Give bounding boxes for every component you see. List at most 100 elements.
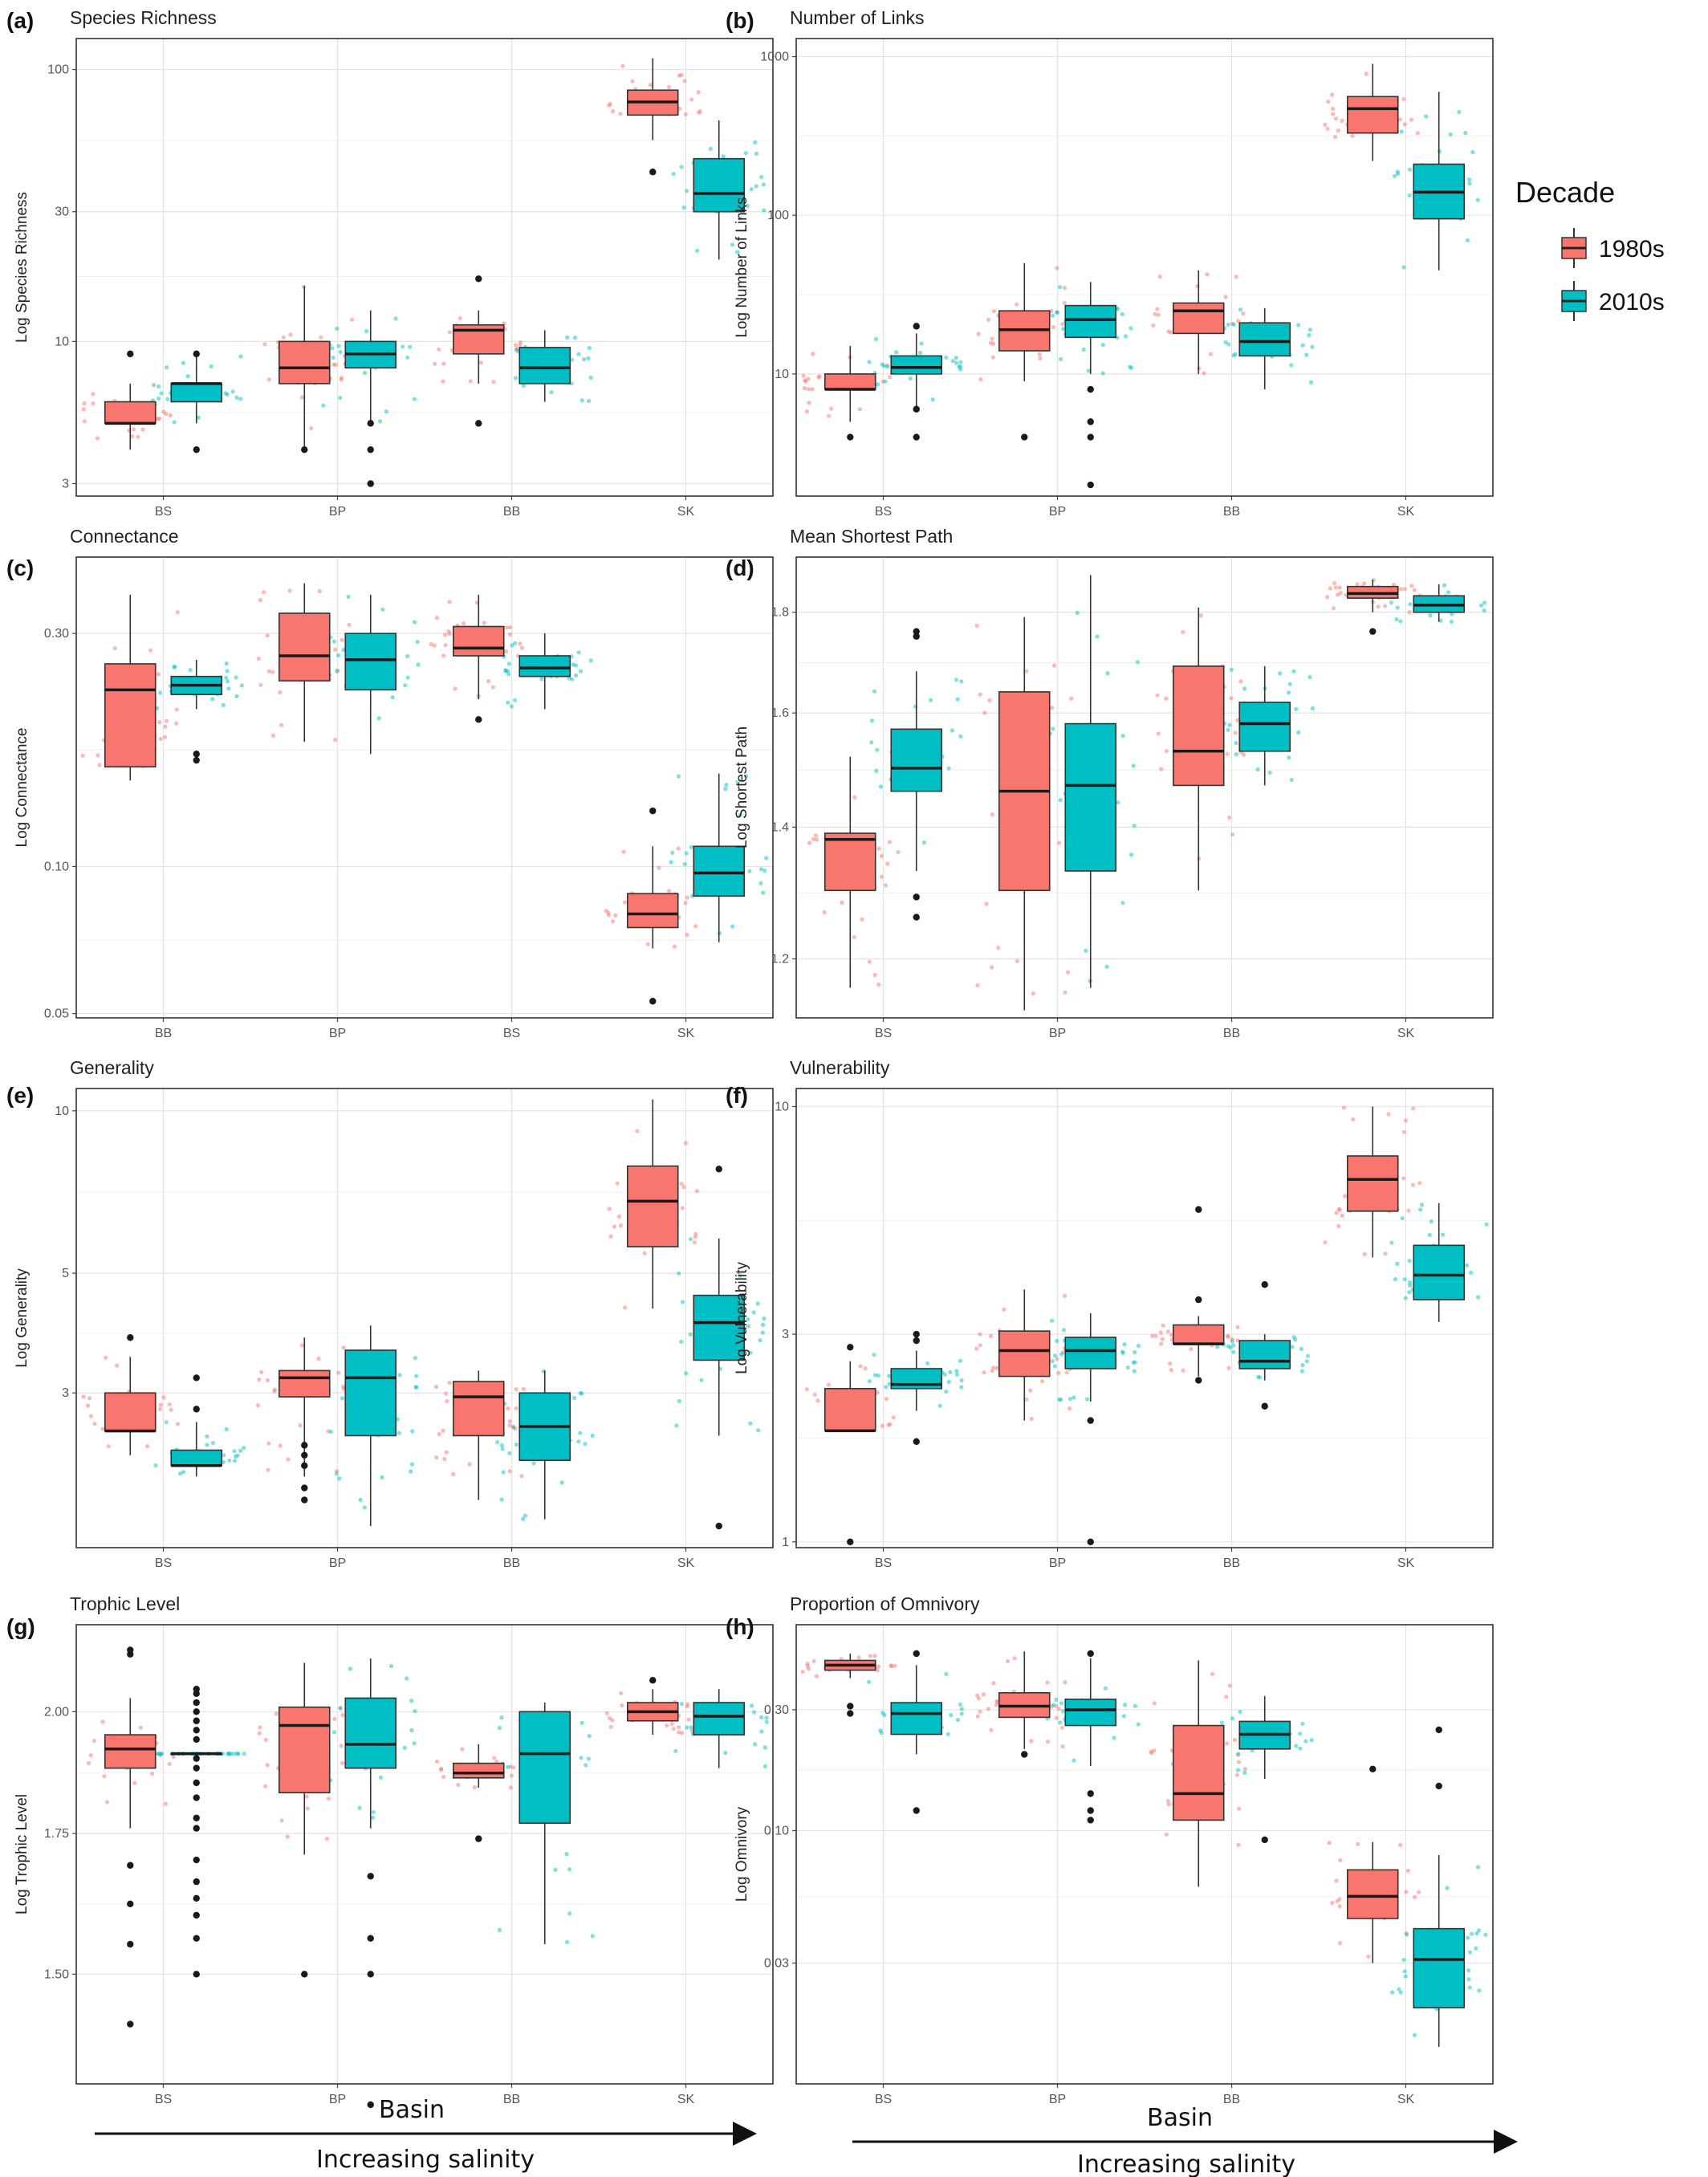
jitter-point	[1002, 1307, 1007, 1312]
jitter-point	[270, 733, 275, 739]
outlier-point	[193, 1406, 200, 1413]
jitter-point	[1402, 587, 1407, 592]
box-1980s-SK	[1347, 580, 1399, 635]
box-body	[1173, 1324, 1225, 1345]
box-1980s-BP	[998, 616, 1051, 1011]
jitter-point	[761, 182, 767, 187]
box-2010s-BS	[890, 1650, 942, 1814]
jitter-point	[1291, 669, 1296, 673]
box-1980s-SK	[1347, 63, 1399, 161]
jitter-point	[1125, 1365, 1130, 1370]
jitter-point	[265, 633, 270, 638]
jitter-point	[611, 109, 616, 114]
jitter-point	[1159, 1341, 1164, 1346]
plot-border	[75, 556, 774, 1019]
jitter-point	[91, 392, 96, 397]
jitter-point	[1333, 116, 1338, 121]
box-1980s-BP	[279, 1662, 331, 1978]
jitter-point	[1132, 824, 1137, 828]
jitter-point	[1155, 693, 1160, 698]
box-1980s-SK	[1347, 1765, 1399, 1963]
jitter-point	[760, 1330, 765, 1335]
jitter-point	[272, 1387, 277, 1392]
legend-title: Decade	[1515, 176, 1615, 209]
jitter-point	[1356, 1841, 1360, 1846]
jitter-point	[1310, 706, 1315, 711]
jitter-point	[570, 677, 575, 682]
jitter-point	[239, 683, 244, 688]
outlier-point	[1261, 1836, 1268, 1844]
jitter-point	[1005, 1658, 1011, 1663]
jitter-point	[1427, 1232, 1432, 1238]
jitter-point	[683, 112, 688, 117]
jitter-point	[1135, 660, 1141, 665]
jitter-point	[1054, 1697, 1059, 1702]
outlier-point	[475, 716, 482, 723]
jitter-point	[984, 901, 989, 906]
jitter-point	[958, 1702, 962, 1707]
jitter-point	[506, 1406, 510, 1411]
jitter-point	[978, 1343, 982, 1348]
box-2010s-BP	[344, 310, 396, 487]
jitter-point	[346, 594, 351, 600]
y-axis-title: Log Connectance	[14, 728, 31, 848]
jitter-point	[955, 697, 960, 702]
outlier-point	[913, 893, 920, 901]
y-tick-label: 30	[55, 205, 69, 219]
jitter-point	[873, 336, 878, 341]
jitter-point	[446, 629, 451, 634]
x-tick-label: SK	[1397, 1556, 1415, 1570]
jitter-point	[946, 1379, 951, 1384]
jitter-point	[1161, 1323, 1165, 1328]
box-body	[344, 1697, 396, 1769]
outlier-point	[1087, 481, 1094, 489]
jitter-point	[1112, 1735, 1116, 1740]
jitter-point	[1061, 1328, 1067, 1333]
jitter-point	[1062, 300, 1067, 306]
jitter-point	[362, 370, 368, 376]
jitter-point	[1415, 131, 1420, 136]
jitter-point	[224, 675, 229, 680]
jitter-point	[1474, 1946, 1478, 1951]
outlier-point	[193, 1894, 200, 1902]
jitter-point	[209, 364, 214, 368]
box-1980s-BS	[824, 346, 876, 441]
jitter-point	[1408, 1283, 1413, 1288]
jitter-point	[405, 355, 410, 360]
jitter-point	[1037, 352, 1042, 356]
jitter-point	[339, 1744, 344, 1748]
jitter-point	[508, 625, 513, 630]
outlier-point	[475, 420, 482, 427]
box-1980s-SK	[627, 1677, 679, 1735]
basin-label-left: Basin	[379, 2096, 445, 2124]
jitter-point	[1405, 1868, 1410, 1873]
jitter-point	[991, 1681, 996, 1686]
jitter-point	[258, 682, 263, 687]
jitter-point	[758, 1715, 764, 1719]
jitter-point	[1392, 582, 1397, 587]
jitter-point	[257, 1377, 262, 1382]
jitter-point	[509, 704, 514, 709]
jitter-point	[445, 1398, 449, 1404]
jitter-point	[175, 610, 180, 615]
jitter-point	[136, 434, 140, 439]
jitter-point	[986, 1707, 990, 1711]
outlier-point	[193, 1911, 200, 1919]
jitter-point	[340, 1712, 345, 1718]
jitter-point	[1028, 1388, 1033, 1393]
y-tick-label: 0.03	[764, 1956, 789, 1970]
panel-title: Species Richness	[70, 7, 217, 28]
panel-g: (g) Trophic Level 1.50 1.75 2.00 BS BP BB SK Log …	[6, 1593, 774, 2109]
jitter-point	[748, 1421, 753, 1426]
jitter-point	[576, 352, 581, 356]
jitter-point	[1181, 629, 1185, 634]
jitter-point	[1238, 679, 1243, 684]
jitter-point	[1164, 749, 1169, 754]
outlier-point	[715, 1166, 722, 1173]
box-1980s-BB	[453, 1370, 505, 1500]
jitter-point	[948, 1369, 953, 1375]
jitter-point	[163, 734, 168, 739]
outlier-point	[1195, 1377, 1202, 1384]
jitter-point	[699, 1377, 704, 1382]
jitter-point	[991, 341, 996, 346]
